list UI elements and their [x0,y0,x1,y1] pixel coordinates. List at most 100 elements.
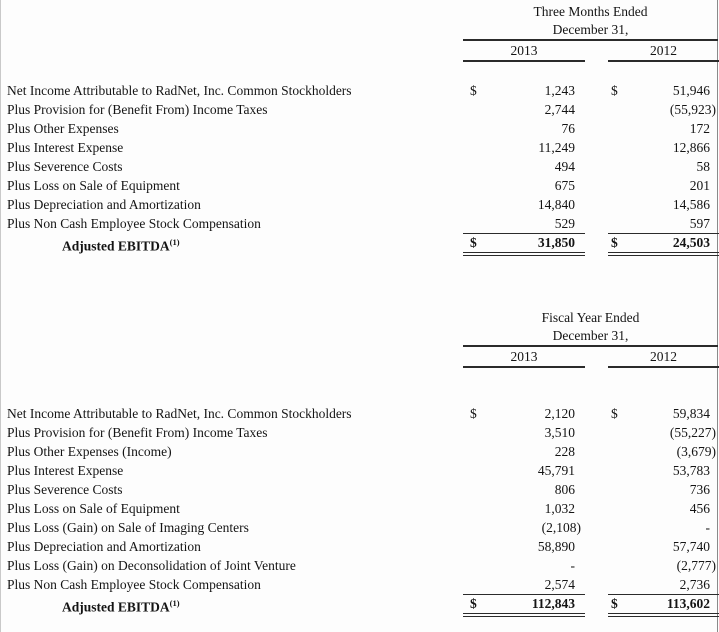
table-row: Plus Other Expenses (Income) 228 (3,679) [0,442,719,461]
year-header-row: 2013 2012 [0,41,719,62]
column-gap [585,575,608,595]
amount: 597 [689,216,710,231]
period-subtitle: December 31, [552,22,629,37]
amount: 58,890 [537,539,575,554]
table-row: Plus Provision for (Benefit From) Income… [0,423,719,442]
column-gap [585,442,608,461]
value-col2: 14,586 [608,195,719,214]
value-col2: (3,679) [608,442,719,461]
footnote-superscript: (1) [169,237,180,247]
period-subtitle: December 31, [552,328,629,343]
total-label: Adjusted EBITDA(1) [0,594,463,617]
value-col2: 53,783 [608,461,719,480]
row-label: Plus Other Expenses (Income) [7,444,172,459]
column-gap [585,100,608,119]
amount: 53,783 [672,463,710,478]
column-gap [585,537,608,556]
value-col2: (55,923) [608,100,719,119]
value-col1: 1,032 [463,499,585,518]
value-col2: - [608,518,719,537]
amount: 45,791 [537,463,575,478]
value-col1: $2,120 [463,404,585,423]
row-label: Plus Interest Expense [7,463,124,478]
amount: 14,586 [672,197,710,212]
column-gap [585,480,608,499]
value-col1: 228 [463,442,585,461]
row-label: Plus Depreciation and Amortization [7,539,201,554]
dollar-sign: $ [611,596,618,611]
amount: 11,249 [538,140,575,155]
amount: - [705,520,711,535]
amount: 2,120 [544,406,575,421]
amount: 675 [554,178,575,193]
table-row: Plus Loss on Sale of Equipment 675 201 [0,176,719,195]
financial-table: Three Months Ended December 31, 2013 201… [0,3,719,256]
value-col1: (2,108) [463,518,585,537]
total-label: Adjusted EBITDA(1) [0,233,463,256]
value-col2: 736 [608,480,719,499]
column-gap [585,138,608,157]
column-gap [585,594,608,617]
table-row: Plus Other Expenses 76 172 [0,119,719,138]
right-border-line [717,0,718,632]
column-gap [585,81,608,100]
dollar-sign: $ [470,235,477,250]
row-label: Plus Loss on Sale of Equipment [7,178,180,193]
dollar-sign: $ [611,235,618,250]
value-col1: - [463,556,585,575]
amount: (55,227) [669,425,716,440]
empty-header-cell [0,41,463,62]
total-value-col2: $24,503 [608,233,719,256]
dollar-sign: $ [470,406,477,421]
column-gap [585,195,608,214]
total-value-col1: $112,843 [463,594,585,617]
value-col2: 456 [608,499,719,518]
amount: - [570,558,576,573]
row-label: Plus Provision for (Benefit From) Income… [7,425,268,440]
row-label: Plus Other Expenses [7,121,119,136]
amount: 2,736 [679,577,710,592]
value-col2: $59,834 [608,404,719,423]
header-body-spacer [0,62,719,81]
row-label: Plus Loss (Gain) on Sale of Imaging Cent… [7,520,249,535]
value-col1: 494 [463,157,585,176]
amount: 529 [554,216,575,231]
value-col2: (55,227) [608,423,719,442]
amount: 76 [561,121,576,136]
column-gap [585,404,608,423]
table-row: Plus Loss (Gain) on Sale of Imaging Cent… [0,518,719,537]
table-row: Plus Severence Costs 494 58 [0,157,719,176]
table-row: Net Income Attributable to RadNet, Inc. … [0,81,719,100]
total-value-col2: $113,602 [608,594,719,617]
table-body: Net Income Attributable to RadNet, Inc. … [0,404,719,595]
column-gap [585,119,608,138]
period-title: Fiscal Year Ended [541,310,640,325]
row-label: Plus Severence Costs [7,159,123,174]
amount: 3,510 [544,425,575,440]
amount: 12,866 [672,140,710,155]
footnote-superscript: (1) [169,598,180,608]
total-amount: 112,843 [531,596,575,611]
table-row: Plus Non Cash Employee Stock Compensatio… [0,575,719,595]
value-col2: 58 [608,157,719,176]
amount: 1,032 [544,501,575,516]
column-gap [585,461,608,480]
row-label: Plus Loss on Sale of Equipment [7,501,180,516]
amount: 1,243 [544,83,575,98]
value-col2: 172 [608,119,719,138]
column-gap [585,41,608,62]
value-col2: 2,736 [608,575,719,595]
dollar-sign: $ [611,83,618,98]
row-label: Plus Non Cash Employee Stock Compensatio… [7,577,261,592]
total-label-text: Adjusted EBITDA [62,238,170,254]
column-gap [585,233,608,256]
row-label: Plus Provision for (Benefit From) Income… [7,102,268,117]
row-label: Plus Interest Expense [7,140,124,155]
amount: 201 [689,178,710,193]
row-label: Net Income Attributable to RadNet, Inc. … [7,83,352,98]
value-col1: 58,890 [463,537,585,556]
value-col1: 3,510 [463,423,585,442]
total-value-col1: $31,850 [463,233,585,256]
table-row: Net Income Attributable to RadNet, Inc. … [0,404,719,423]
